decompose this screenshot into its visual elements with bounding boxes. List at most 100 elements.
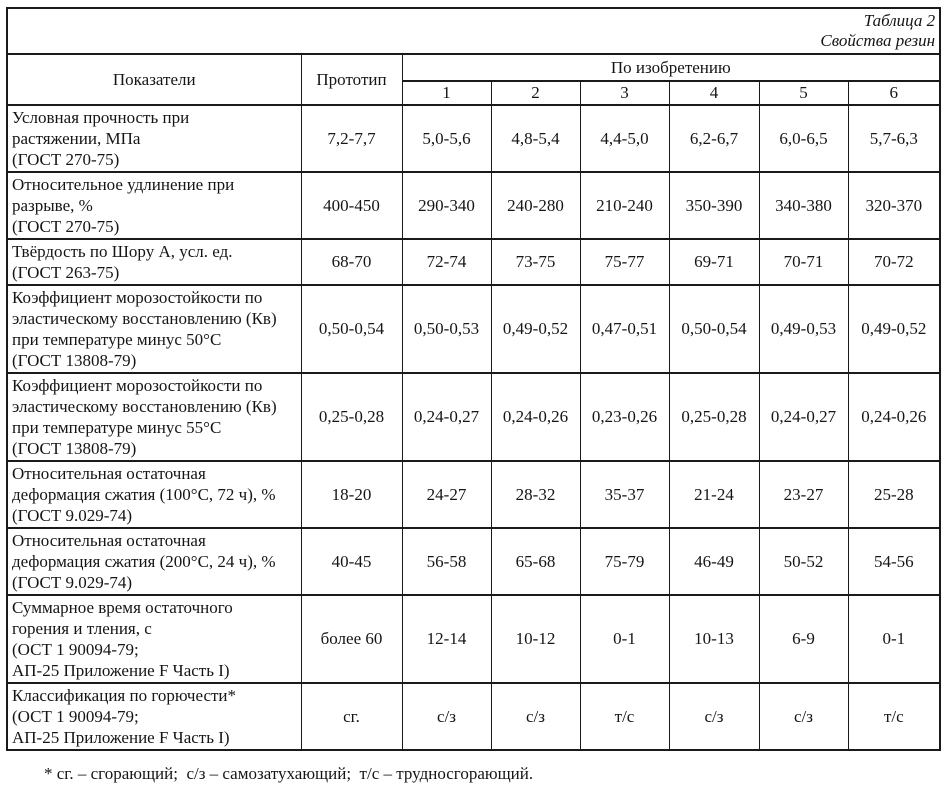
invention-value: 56-58 <box>401 527 492 596</box>
invention-value: 69-71 <box>668 238 760 286</box>
invention-value: 10-13 <box>668 594 760 684</box>
table-row: Условная прочность при растяжении, МПа (… <box>6 104 941 173</box>
invention-value: 320-370 <box>847 171 941 240</box>
invention-value: с/з <box>490 682 581 751</box>
prototype-value: 0,50-0,54 <box>300 284 403 374</box>
invention-value: 0,24-0,26 <box>490 372 581 462</box>
prototype-value: более 60 <box>300 594 403 684</box>
invention-value: с/з <box>758 682 849 751</box>
invention-value: 340-380 <box>758 171 849 240</box>
table-row: Относительная остаточная деформация сжат… <box>6 460 941 529</box>
invention-value: 350-390 <box>668 171 760 240</box>
prototype-value: 400-450 <box>300 171 403 240</box>
table-row: Относительная остаточная деформация сжат… <box>6 527 941 596</box>
invention-value: 70-71 <box>758 238 849 286</box>
invention-value: 0,23-0,26 <box>579 372 670 462</box>
invention-column-header: 4 <box>668 80 760 106</box>
invention-value: 6,2-6,7 <box>668 104 760 173</box>
row-label: Коэффициент морозостойкости по эластичес… <box>6 372 302 462</box>
invention-value: 65-68 <box>490 527 581 596</box>
invention-column-header: 1 <box>401 80 492 106</box>
table-body: Условная прочность при растяжении, МПа (… <box>6 104 941 751</box>
invention-value: 0-1 <box>579 594 670 684</box>
prototype-value: 68-70 <box>300 238 403 286</box>
row-label: Относительное удлинение при разрыве, % (… <box>6 171 302 240</box>
prototype-value: сг. <box>300 682 403 751</box>
invention-value: 35-37 <box>579 460 670 529</box>
invention-value: 10-12 <box>490 594 581 684</box>
invention-value: 24-27 <box>401 460 492 529</box>
invention-value: 12-14 <box>401 594 492 684</box>
invention-value: 73-75 <box>490 238 581 286</box>
column-header-prototype: Прототип <box>300 53 403 106</box>
invention-value: 0,24-0,27 <box>401 372 492 462</box>
table-head: Таблица 2 Свойства резин Показатели Прот… <box>6 7 941 106</box>
invention-value: т/с <box>847 682 941 751</box>
row-label: Коэффициент морозостойкости по эластичес… <box>6 284 302 374</box>
invention-value: с/з <box>401 682 492 751</box>
invention-value: 54-56 <box>847 527 941 596</box>
invention-value: 4,4-5,0 <box>579 104 670 173</box>
header-row-top: Показатели Прототип По изобретению <box>6 53 941 106</box>
invention-value: 75-77 <box>579 238 670 286</box>
row-label: Твёрдость по Шору А, усл. ед. (ГОСТ 263-… <box>6 238 302 286</box>
invention-column-header: 2 <box>490 80 581 106</box>
invention-value: 0,49-0,53 <box>758 284 849 374</box>
column-header-indicators: Показатели <box>6 53 302 106</box>
invention-value: 0,50-0,53 <box>401 284 492 374</box>
prototype-value: 18-20 <box>300 460 403 529</box>
invention-value: 75-79 <box>579 527 670 596</box>
invention-value: 0,49-0,52 <box>490 284 581 374</box>
invention-value: с/з <box>668 682 760 751</box>
invention-value: 70-72 <box>847 238 941 286</box>
invention-value: 5,0-5,6 <box>401 104 492 173</box>
table-row: Коэффициент морозостойкости по эластичес… <box>6 284 941 374</box>
rubber-properties-table: Таблица 2 Свойства резин Показатели Прот… <box>6 7 942 751</box>
invention-value: 6-9 <box>758 594 849 684</box>
row-label: Классификация по горючести* (ОСТ 1 90094… <box>6 682 302 751</box>
invention-value: 0-1 <box>847 594 941 684</box>
prototype-value: 0,25-0,28 <box>300 372 403 462</box>
invention-value: т/с <box>579 682 670 751</box>
invention-value: 23-27 <box>758 460 849 529</box>
invention-value: 50-52 <box>758 527 849 596</box>
invention-value: 0,50-0,54 <box>668 284 760 374</box>
invention-value: 25-28 <box>847 460 941 529</box>
invention-value: 0,47-0,51 <box>579 284 670 374</box>
invention-value: 0,25-0,28 <box>668 372 760 462</box>
invention-column-header: 3 <box>579 80 670 106</box>
prototype-value: 7,2-7,7 <box>300 104 403 173</box>
table-row: Твёрдость по Шору А, усл. ед. (ГОСТ 263-… <box>6 238 941 286</box>
row-label: Суммарное время остаточного горения и тл… <box>6 594 302 684</box>
invention-value: 28-32 <box>490 460 581 529</box>
invention-column-header: 6 <box>847 80 941 106</box>
prototype-value: 40-45 <box>300 527 403 596</box>
invention-value: 0,49-0,52 <box>847 284 941 374</box>
row-label: Относительная остаточная деформация сжат… <box>6 527 302 596</box>
invention-value: 0,24-0,27 <box>758 372 849 462</box>
caption-row: Таблица 2 Свойства резин <box>6 7 941 55</box>
invention-value: 46-49 <box>668 527 760 596</box>
table-caption: Таблица 2 Свойства резин <box>6 7 941 55</box>
invention-value: 210-240 <box>579 171 670 240</box>
invention-value: 240-280 <box>490 171 581 240</box>
invention-column-header: 5 <box>758 80 849 106</box>
invention-value: 5,7-6,3 <box>847 104 941 173</box>
invention-value: 0,24-0,26 <box>847 372 941 462</box>
invention-value: 21-24 <box>668 460 760 529</box>
invention-value: 290-340 <box>401 171 492 240</box>
row-label: Условная прочность при растяжении, МПа (… <box>6 104 302 173</box>
column-header-invention-group: По изобретению <box>401 53 941 82</box>
table-number: Таблица 2 <box>863 11 936 30</box>
invention-value: 6,0-6,5 <box>758 104 849 173</box>
table-row: Коэффициент морозостойкости по эластичес… <box>6 372 941 462</box>
footnote: * сг. – сгорающий; с/з – самозатухающий;… <box>44 764 534 783</box>
invention-value: 4,8-5,4 <box>490 104 581 173</box>
table-row: Суммарное время остаточного горения и тл… <box>6 594 941 684</box>
table-row: Классификация по горючести* (ОСТ 1 90094… <box>6 682 941 751</box>
invention-value: 72-74 <box>401 238 492 286</box>
table-subtitle: Свойства резин <box>820 31 936 50</box>
row-label: Относительная остаточная деформация сжат… <box>6 460 302 529</box>
